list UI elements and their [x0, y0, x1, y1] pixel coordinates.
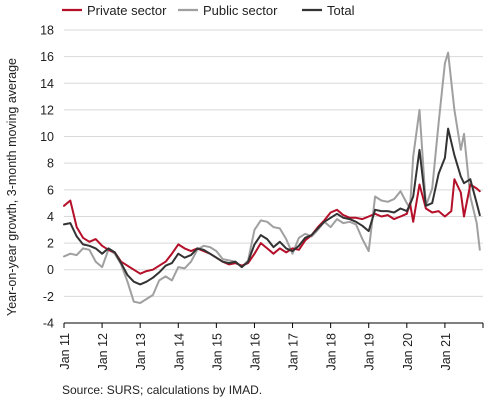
legend-entry: Private sector: [87, 3, 167, 18]
y-tick-label: 2: [47, 237, 54, 251]
legend-entry: Total: [327, 3, 355, 18]
series-line-public-sector: [63, 51, 481, 304]
y-tick-label: 0: [47, 263, 54, 277]
y-tick-label: 4: [47, 210, 54, 224]
x-tick-label: Jan 12: [96, 333, 110, 371]
x-tick-label: Jan 11: [58, 333, 72, 370]
y-tick-label: 16: [40, 50, 54, 64]
x-tick-label: Jan 18: [325, 333, 339, 371]
y-tick-label: -2: [43, 290, 54, 304]
x-tick-label: Jan 14: [172, 333, 186, 371]
x-tick-label: Jan 20: [401, 333, 415, 371]
y-tick-labels: -4 -2 0 2 4 6 8 10 12 14 16 18: [40, 24, 54, 331]
plot-area: [63, 51, 481, 304]
series-line-total: [63, 127, 481, 286]
legend-entry: Public sector: [203, 3, 278, 18]
y-tick-label: -4: [43, 317, 54, 331]
y-tick-label: 10: [40, 130, 54, 144]
y-tick-label: 8: [47, 157, 54, 171]
legend: Private sector Public sector Total: [62, 3, 355, 18]
x-tick-label: Jan 21: [439, 333, 453, 371]
y-tick-label: 18: [40, 24, 54, 38]
x-axis: Jan 11 Jan 12 Jan 13 Jan 14 Jan 15 Jan 16 Jan …: [58, 322, 484, 371]
series-line-private-sector: [63, 178, 481, 275]
x-tick-label: Jan 16: [248, 333, 262, 371]
y-tick-label: 6: [47, 183, 54, 197]
y-tick-label: 12: [40, 103, 54, 117]
source-note: Source: SURS; calculations by IMAD.: [62, 383, 262, 397]
x-tick-label: Jan 15: [210, 333, 224, 371]
y-tick-label: 14: [40, 77, 54, 91]
x-tick-label: Jan 17: [287, 333, 301, 371]
x-tick-label: Jan 13: [134, 333, 148, 371]
x-tick-label: Jan 19: [363, 333, 377, 371]
y-axis-label: Year-on-year growth, 3-month moving aver…: [5, 58, 19, 316]
